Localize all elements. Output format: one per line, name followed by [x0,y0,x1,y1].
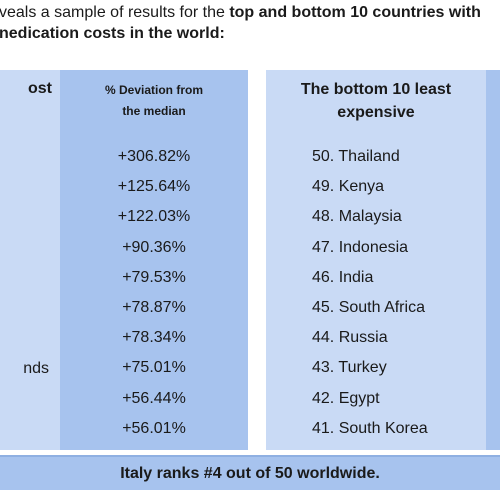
right-edge-panel [486,70,500,450]
deviation-value: +122.03% [117,208,191,226]
deviation-list: +306.82% +125.64% +122.03% +90.36% +79.5… [60,142,248,444]
bottom-country-list: 50. Thailand 49. Kenya 48. Malaysia 47. … [312,142,486,444]
country-item: 49. Kenya [312,178,385,196]
deviation-value: +56.01% [122,419,186,437]
country-item: 48. Malaysia [312,208,402,226]
country-item: 50. Thailand [312,148,400,165]
deviation-value: +125.64% [117,178,191,196]
bottom-header: The bottom 10 least expensive [266,78,486,124]
intro-line-1: veals a sample of results for the top an… [0,2,481,23]
intro-text: veals a sample of results for the top an… [0,0,500,60]
ranking-footer: Italy ranks #4 out of 50 worldwide. [0,455,500,490]
bottom-header-line-2: expensive [337,104,415,121]
country-item: 41. South Korea [312,419,428,437]
deviation-value: +78.87% [122,298,186,316]
deviation-value: +56.44% [122,389,186,407]
deviation-header-line-1: % Deviation from [104,83,203,97]
deviation-value: +90.36% [122,238,186,256]
deviation-value: +306.82% [117,148,191,165]
bottom-header-line-1: The bottom 10 least [300,81,452,98]
intro-line-1-bold: top and bottom 10 countries with [229,4,481,21]
bottom-column-panel [266,70,486,450]
intro-line-2-bold: nedication costs in the world: [0,25,225,42]
deviation-value: +78.34% [122,329,186,347]
country-item: 45. South Africa [312,298,425,316]
top-column-panel [0,70,60,450]
country-item: 43. Turkey [312,359,387,377]
deviation-header: % Deviation from the median [60,80,248,122]
deviation-value: +79.53% [122,268,186,286]
intro-line-2: nedication costs in the world: [0,23,225,44]
deviation-column-panel [60,70,248,450]
country-item: 47. Indonesia [312,238,409,256]
deviation-header-line-2: the median [122,104,186,118]
country-item: 42. Egypt [312,389,380,407]
top-column-header-fragment: ost [28,80,52,97]
top-column-name-fragment: nds [23,360,49,377]
country-item: 44. Russia [312,329,388,347]
country-item: 46. India [312,268,374,286]
intro-line-1-prefix: veals a sample of results for the [0,4,230,21]
deviation-value: +75.01% [122,359,186,377]
